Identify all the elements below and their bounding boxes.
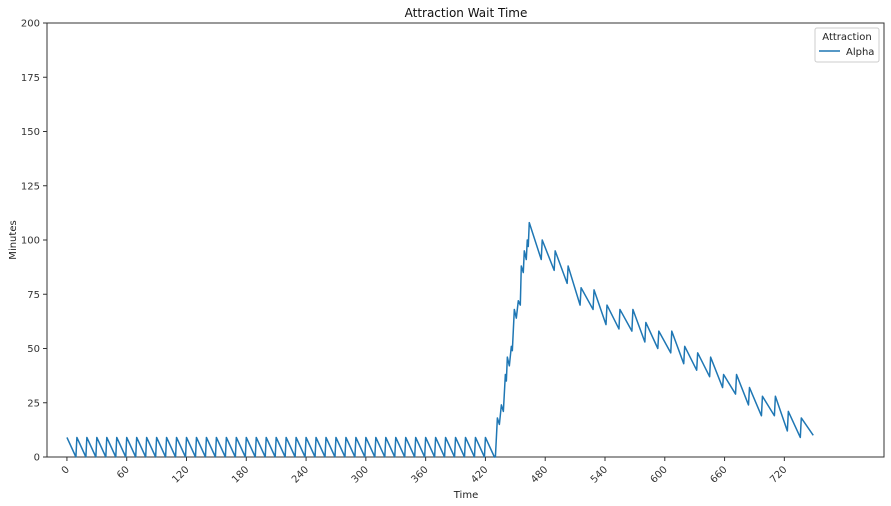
legend: Attraction Alpha	[814, 27, 880, 63]
x-tick-label: 360	[409, 464, 430, 485]
y-tick-label: 25	[27, 398, 40, 409]
legend-box	[814, 27, 880, 63]
x-tick-label: 120	[170, 464, 191, 485]
legend-entry-alpha: Alpha	[846, 47, 874, 58]
x-tick-label: 180	[230, 464, 251, 485]
y-tick-label: 175	[21, 73, 40, 84]
chart-title: Attraction Wait Time	[405, 6, 528, 20]
x-tick-label: 660	[708, 464, 729, 485]
y-axis-title: Minutes	[8, 220, 19, 259]
y-tick-label: 50	[27, 344, 40, 355]
y-tick-label: 200	[21, 19, 40, 30]
plot-area	[46, 22, 885, 458]
x-tick-label: 0	[60, 464, 72, 476]
x-tick-label: 300	[350, 464, 371, 485]
legend-title: Attraction	[822, 32, 871, 43]
x-tick-label: 540	[589, 464, 610, 485]
y-tick-label: 100	[21, 236, 40, 247]
x-tick-label: 240	[290, 464, 311, 485]
y-axis-ticks: 0 25 50 75 100 125 150 175 200	[21, 19, 47, 464]
x-tick-label: 720	[768, 464, 789, 485]
x-axis-title: Time	[453, 490, 478, 501]
x-tick-label: 480	[529, 464, 550, 485]
x-tick-label: 600	[649, 464, 670, 485]
x-tick-label: 420	[469, 464, 490, 485]
x-axis-ticks: 0 60 120 180 240 300 360 420 480 540 600 660 720	[60, 457, 789, 486]
y-tick-label: 75	[27, 290, 40, 301]
y-tick-label: 150	[21, 127, 40, 138]
x-tick-label: 60	[115, 464, 132, 481]
series-line-alpha	[66, 221, 814, 458]
y-tick-label: 0	[34, 453, 40, 464]
y-tick-label: 125	[21, 181, 40, 192]
